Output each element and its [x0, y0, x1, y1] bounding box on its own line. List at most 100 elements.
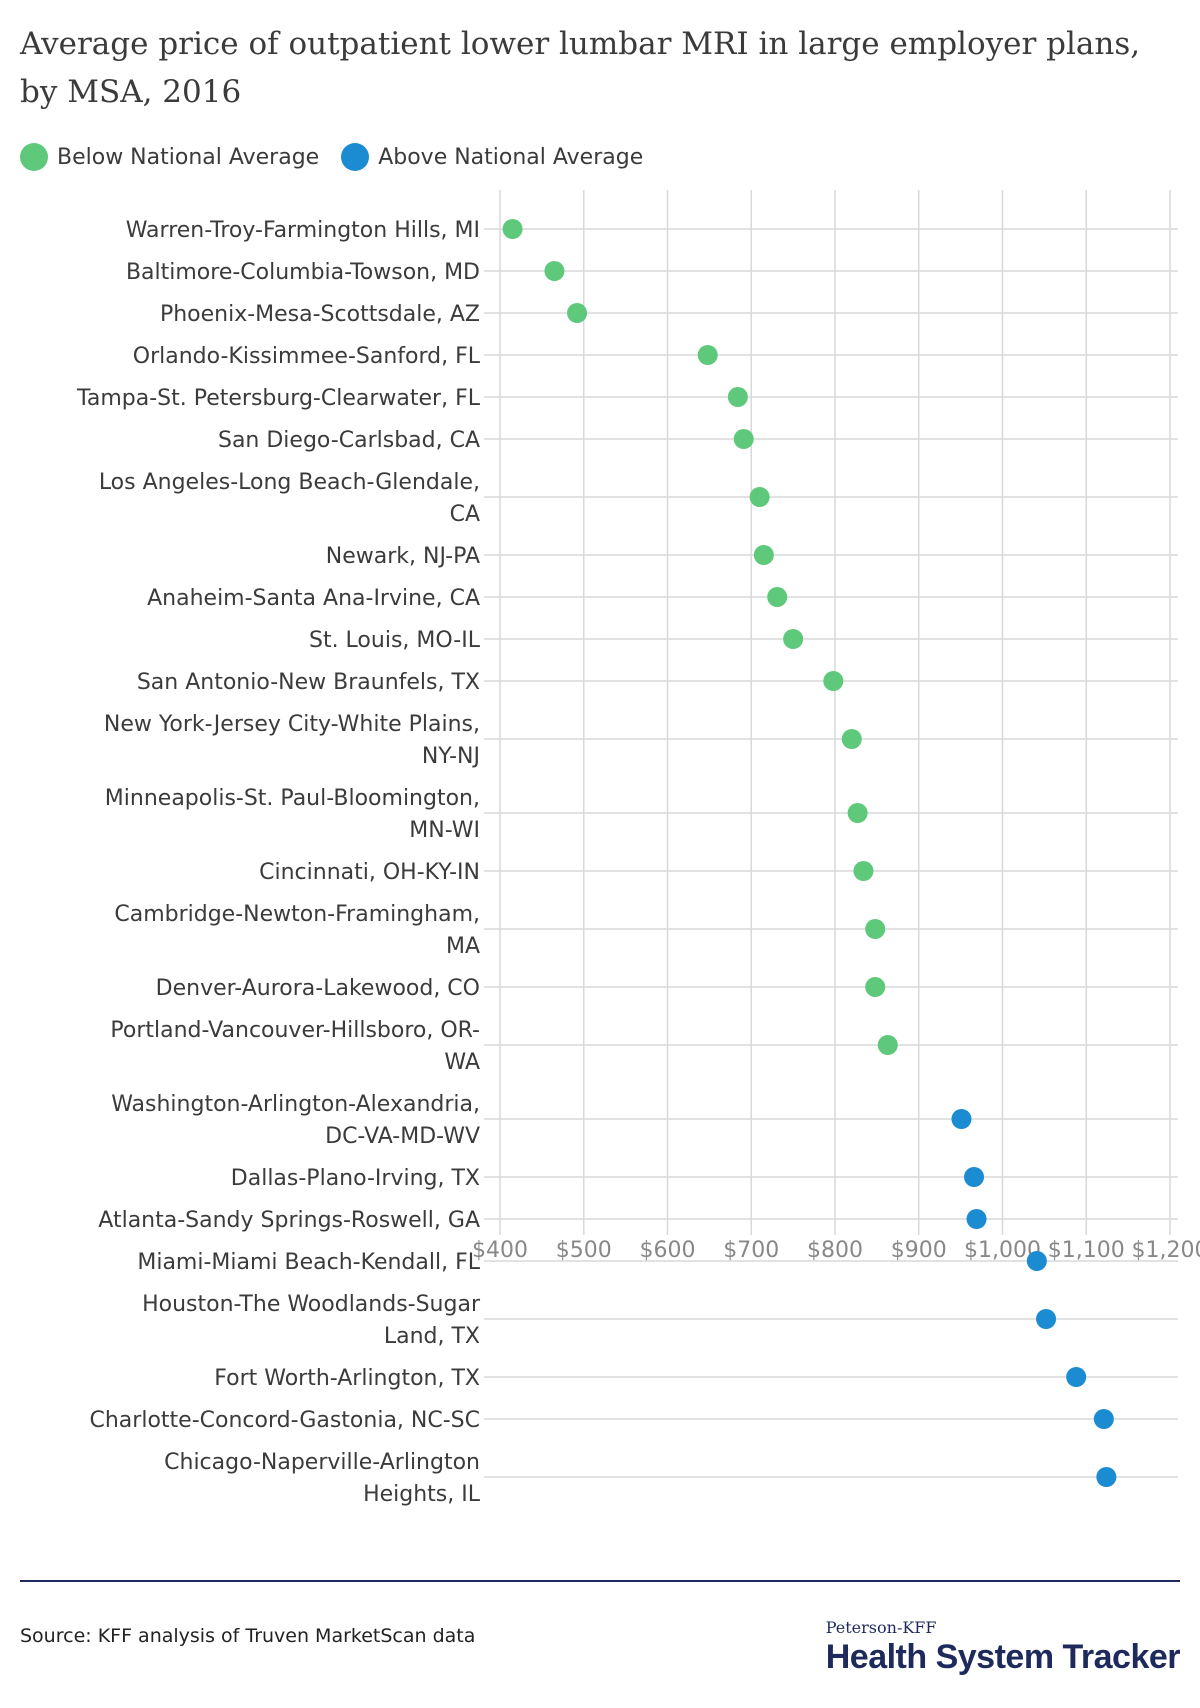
data-point	[749, 487, 770, 507]
category-label: Los Angeles-Long Beach-Glendale, CA	[99, 470, 480, 527]
category-label-line: Phoenix-Mesa-Scottsdale, AZ	[160, 302, 480, 327]
chart-title: Average price of outpatient lower lumbar…	[20, 26, 1141, 110]
data-point	[1026, 1251, 1047, 1271]
category-label-line: Land, TX	[384, 1324, 480, 1349]
category-label-line: Portland-Vancouver-Hillsboro, OR-	[110, 1018, 480, 1043]
category-label: Denver-Aurora-Lakewood, CO	[156, 976, 480, 1001]
category-labels: Warren-Troy-Farmington Hills, MI Baltimor…	[76, 218, 481, 1507]
category-label-line: New York-Jersey City-White Plains,	[104, 712, 480, 737]
category-label: Phoenix-Mesa-Scottsdale, AZ	[160, 302, 480, 327]
x-tick-label: $800	[807, 1238, 863, 1263]
data-point	[753, 545, 774, 565]
category-label: Charlotte-Concord-Gastonia, NC-SC	[90, 1408, 481, 1433]
category-label-line: Baltimore-Columbia-Towson, MD	[126, 260, 480, 285]
category-label: Chicago-Naperville-Arlington Heights, IL	[164, 1450, 481, 1507]
data-point	[823, 671, 844, 691]
category-label-line: Denver-Aurora-Lakewood, CO	[156, 976, 480, 1001]
x-tick-label: $1,100	[1048, 1238, 1125, 1263]
data-point	[951, 1109, 972, 1129]
x-tick-label: $400	[472, 1238, 528, 1263]
category-label-line: Anaheim-Santa Ana-Irvine, CA	[147, 586, 480, 611]
dot-plot: Warren-Troy-Farmington Hills, MI Baltimor…	[76, 190, 1200, 1507]
legend-label-above: Above National Average	[378, 144, 644, 170]
category-label: Baltimore-Columbia-Towson, MD	[126, 260, 480, 285]
category-label: Cambridge-Newton-Framingham, MA	[114, 902, 480, 959]
category-label: Orlando-Kissimmee-Sanford, FL	[133, 344, 481, 369]
category-label-line: San Antonio-New Braunfels, TX	[137, 670, 480, 695]
category-label-line: Fort Worth-Arlington, TX	[214, 1366, 480, 1391]
category-label: Dallas-Plano-Irving, TX	[231, 1166, 480, 1191]
legend-label-below: Below National Average	[57, 144, 320, 170]
data-point	[1093, 1409, 1114, 1429]
source-note: Source: KFF analysis of Truven MarketSca…	[20, 1625, 476, 1647]
footer-rule	[20, 1580, 1180, 1582]
category-label-line: Houston-The Woodlands-Sugar	[142, 1292, 481, 1317]
category-label: St. Louis, MO-IL	[309, 628, 481, 653]
data-point	[853, 861, 874, 881]
x-tick-label: $700	[723, 1238, 779, 1263]
category-label: Houston-The Woodlands-Sugar Land, TX	[142, 1292, 481, 1349]
category-label-line: Los Angeles-Long Beach-Glendale,	[99, 470, 480, 495]
category-label: San Diego-Carlsbad, CA	[218, 428, 480, 453]
category-label-line: Chicago-Naperville-Arlington	[164, 1450, 480, 1475]
gridlines	[499, 190, 1171, 1235]
category-label-line: MA	[446, 934, 480, 959]
brand-top-line: Peterson-KFF	[825, 1618, 937, 1637]
data-point	[733, 429, 754, 449]
data-points	[502, 219, 1117, 1487]
category-label: Minneapolis-St. Paul-Bloomington, MN-WI	[105, 786, 480, 843]
x-axis-ticks: $400 $500 $600 $700 $800 $900 $1,000 $1,100 $1,2…	[472, 1238, 1200, 1263]
x-tick-label: $1,200	[1132, 1238, 1200, 1263]
legend-item-above: Above National Average	[341, 143, 643, 171]
category-label: Miami-Miami Beach-Kendall, FL	[137, 1250, 480, 1275]
category-label-line: Heights, IL	[363, 1482, 481, 1507]
data-point	[1036, 1309, 1057, 1329]
data-point	[1066, 1367, 1087, 1387]
category-label-line: Miami-Miami Beach-Kendall, FL	[137, 1250, 480, 1275]
category-label-line: Orlando-Kissimmee-Sanford, FL	[133, 344, 481, 369]
data-point	[502, 219, 523, 239]
category-label: Cincinnati, OH-KY-IN	[259, 860, 480, 885]
data-point	[847, 803, 868, 823]
category-label: Warren-Troy-Farmington Hills, MI	[126, 218, 480, 243]
row-lines	[484, 228, 1178, 1478]
category-label: Portland-Vancouver-Hillsboro, OR- WA	[110, 1018, 480, 1075]
brand-logo: Peterson-KFF Health System Tracker	[825, 1618, 1181, 1676]
data-point	[865, 919, 886, 939]
data-point	[767, 587, 788, 607]
category-label-line: Atlanta-Sandy Springs-Roswell, GA	[98, 1208, 480, 1233]
category-label: Atlanta-Sandy Springs-Roswell, GA	[98, 1208, 480, 1233]
category-label-line: Charlotte-Concord-Gastonia, NC-SC	[90, 1408, 481, 1433]
data-point	[966, 1209, 987, 1229]
legend-swatch-below	[20, 143, 48, 171]
category-label-line: Minneapolis-St. Paul-Bloomington,	[105, 786, 480, 811]
data-point	[544, 261, 565, 281]
data-point	[567, 303, 588, 323]
category-label: Washington-Arlington-Alexandria, DC-VA-MD…	[111, 1092, 480, 1149]
category-label-line: San Diego-Carlsbad, CA	[218, 428, 480, 453]
category-label-line: St. Louis, MO-IL	[309, 628, 481, 653]
x-tick-label: $500	[556, 1238, 612, 1263]
data-point	[727, 387, 748, 407]
legend-item-below: Below National Average	[20, 143, 319, 171]
x-tick-label: $600	[640, 1238, 696, 1263]
legend: Below National Average Above National Av…	[20, 140, 665, 174]
brand-name: Health System Tracker	[825, 1638, 1181, 1676]
category-label-line: Tampa-St. Petersburg-Clearwater, FL	[76, 386, 481, 411]
category-label-line: DC-VA-MD-WV	[325, 1124, 480, 1149]
category-label-line: CA	[450, 502, 480, 527]
category-label-line: Dallas-Plano-Irving, TX	[231, 1166, 480, 1191]
category-label-line: Cambridge-Newton-Framingham,	[114, 902, 480, 927]
data-point	[964, 1167, 985, 1187]
category-label: Tampa-St. Petersburg-Clearwater, FL	[76, 386, 481, 411]
category-label: Newark, NJ-PA	[326, 544, 480, 569]
category-label: Fort Worth-Arlington, TX	[214, 1366, 480, 1391]
category-label: Anaheim-Santa Ana-Irvine, CA	[147, 586, 480, 611]
category-label-line: MN-WI	[409, 818, 480, 843]
legend-swatch-above	[341, 143, 370, 171]
data-point	[877, 1035, 898, 1055]
category-label-line: Newark, NJ-PA	[326, 544, 480, 569]
data-point	[1096, 1467, 1117, 1487]
category-label-line: NY-NJ	[422, 744, 480, 769]
data-point	[841, 729, 862, 749]
